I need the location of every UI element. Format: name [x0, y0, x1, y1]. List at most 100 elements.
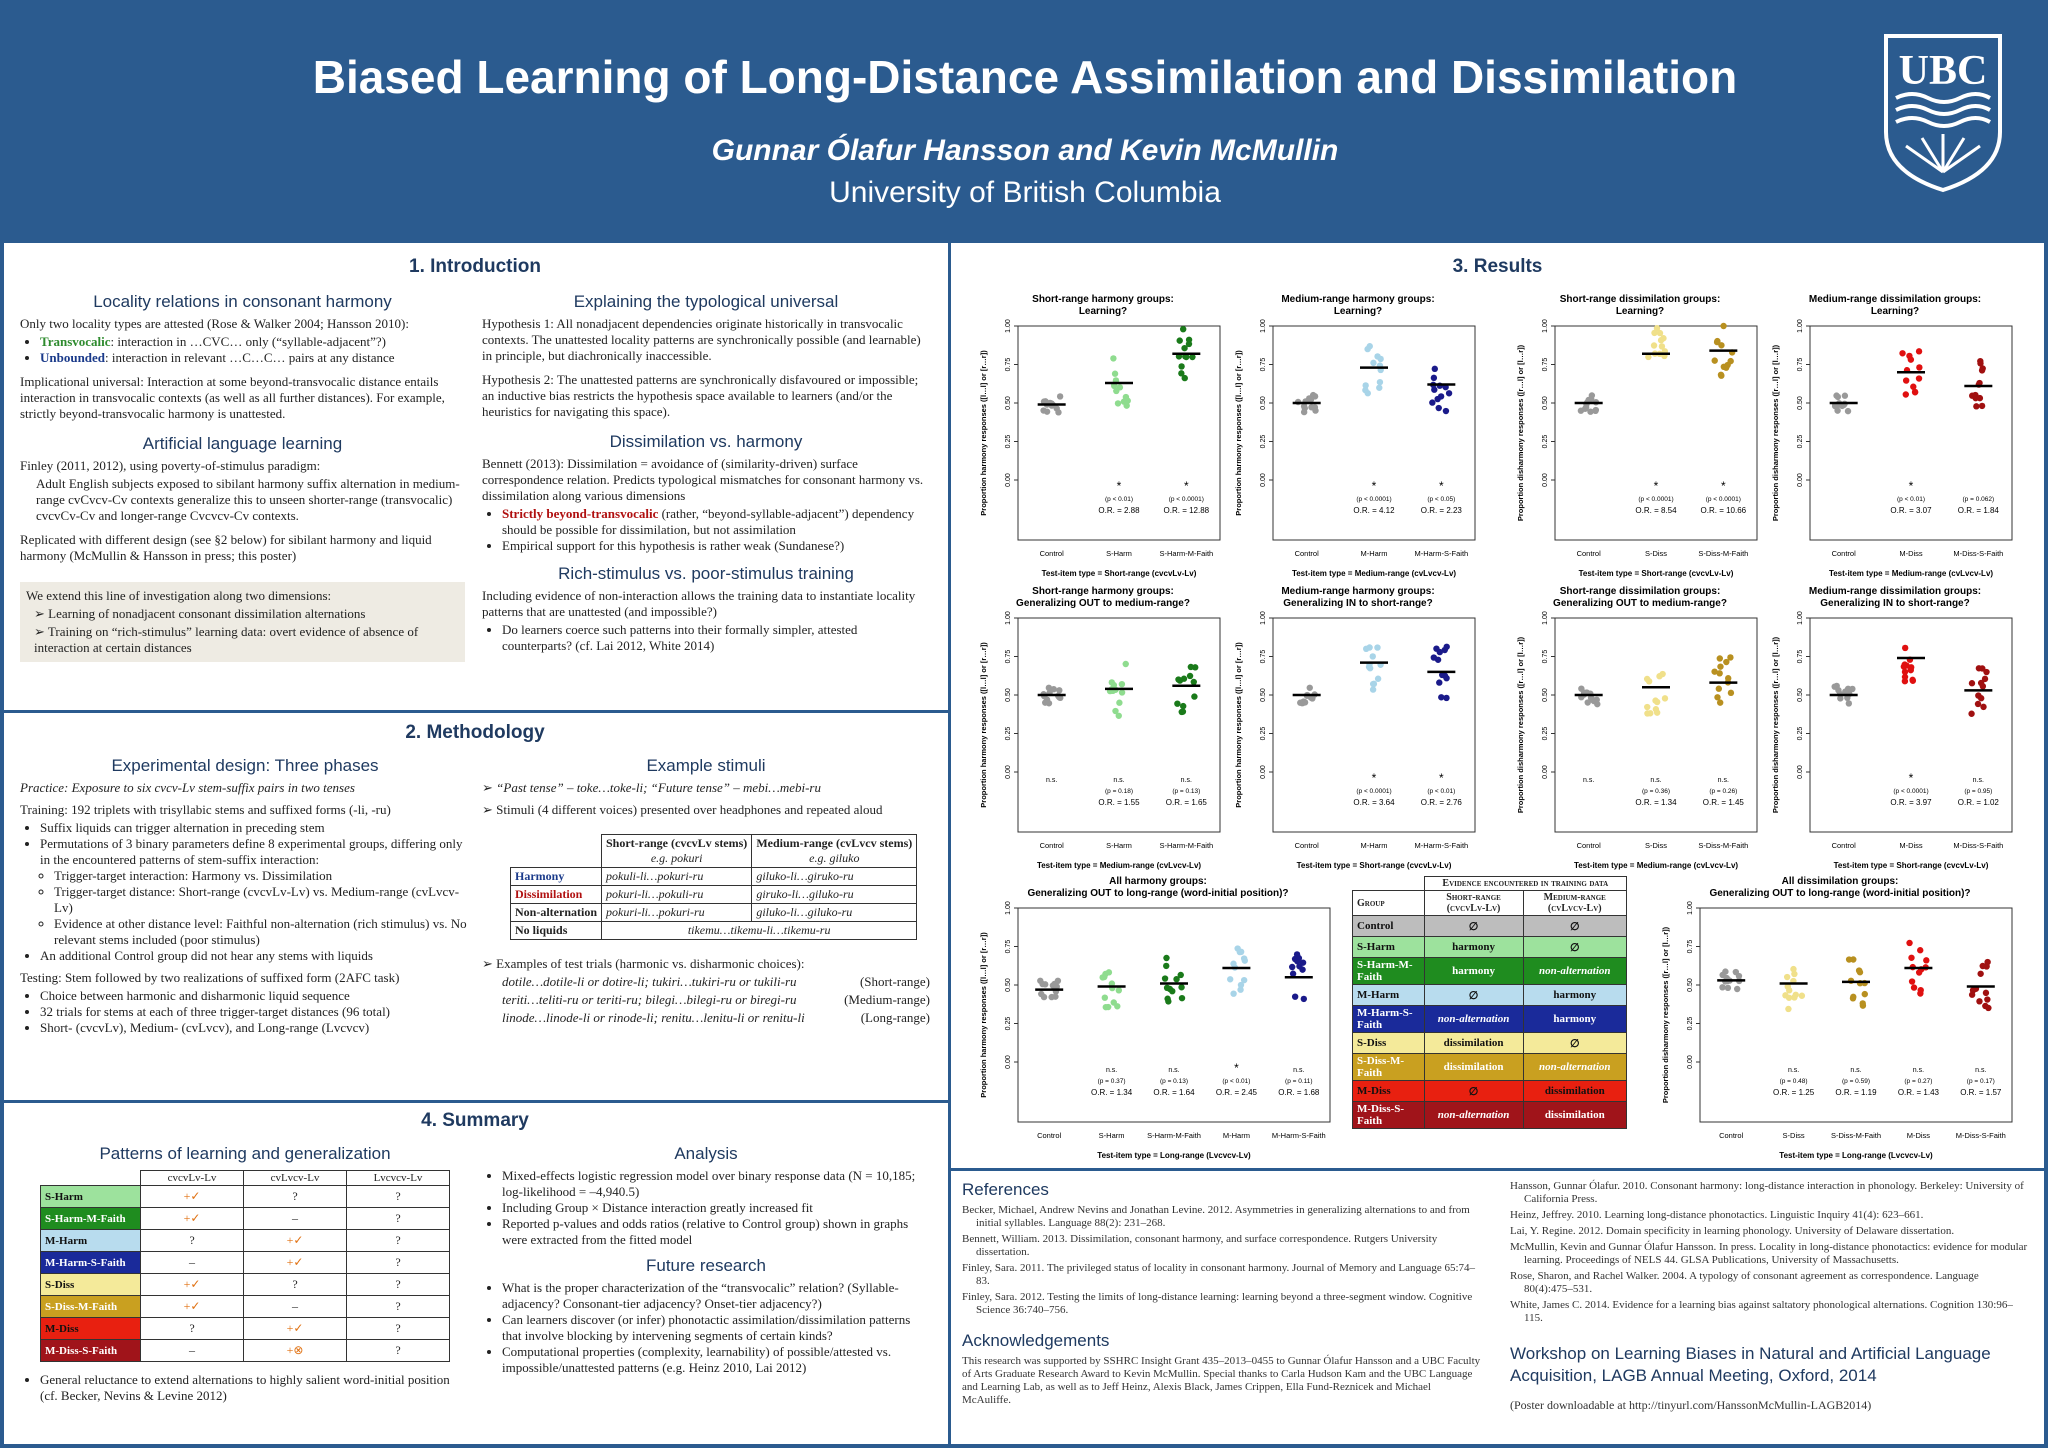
data-point	[1377, 355, 1384, 363]
data-point	[1056, 393, 1064, 400]
data-point	[1980, 703, 1987, 711]
poster-affiliation: University of British Columbia	[829, 176, 1221, 209]
significance-label: *	[1184, 479, 1189, 493]
data-point	[1293, 951, 1301, 958]
data-point	[1105, 969, 1113, 976]
x-tick-label: Control	[1040, 549, 1065, 558]
section-heading: 1. Introduction	[409, 256, 541, 277]
summary-cell: –	[140, 1251, 244, 1274]
table-cell: M-Harm-S-Faith	[1352, 1005, 1425, 1033]
significance-label: *	[1234, 1061, 1239, 1075]
p-value-label: (p < 0.0001)	[1706, 496, 1741, 503]
list-item: Mixed-effects logistic regression model …	[502, 1168, 930, 1200]
odds-ratio-label: O.R. = 1.43	[1898, 1088, 1940, 1097]
data-point	[1968, 991, 1976, 998]
plot-frame	[1809, 325, 2013, 541]
data-point	[1909, 677, 1917, 684]
odds-ratio-label: O.R. = 4.12	[1353, 506, 1395, 515]
y-tick-label: 0.50	[1260, 688, 1267, 702]
x-axis-label: Test-item type = Long-range (Lvcvcv-Lv)	[1779, 1151, 1933, 1160]
data-point	[1430, 374, 1438, 382]
y-tick-label: 0.75	[1260, 358, 1267, 372]
y-tick-label: 0.50	[1005, 688, 1012, 702]
data-point	[1833, 392, 1840, 399]
table-cell: ∅	[1423, 1080, 1524, 1102]
table-row: M-Diss-S-Faith non-alternation dissimilati…	[1352, 1101, 1628, 1129]
table-header: Short-range (cvcvLv stems) e.g. pokuri	[600, 834, 753, 868]
data-point	[1108, 980, 1116, 987]
table-cell: non-alternation	[1423, 1101, 1524, 1129]
table-row: S-Harm harmony ∅	[1352, 936, 1628, 958]
data-point	[1974, 700, 1982, 708]
summary-cell: ?	[346, 1251, 450, 1274]
list-item: ➢ Training on “rich-stimulus” learning d…	[34, 624, 419, 655]
reference-entry: White, James C. 2014. Evidence for a lea…	[1510, 1299, 2013, 1324]
data-point	[1900, 663, 1908, 670]
data-point	[1714, 337, 1721, 345]
references-list: Becker, Michael, Andrew Nevins and Jonat…	[962, 1204, 1482, 1317]
paragraph: Adult English subjects exposed to sibila…	[36, 476, 460, 523]
y-tick-label: 0.25	[1687, 1017, 1694, 1031]
x-tick-label: S-Diss	[1645, 841, 1667, 850]
table-header: Short-range (cvcvLv-Lv)	[1423, 890, 1524, 916]
frame-left	[0, 243, 4, 1448]
y-tick-label: 0.75	[1260, 650, 1267, 664]
odds-ratio-label: O.R. = 2.45	[1216, 1088, 1258, 1097]
data-point	[1376, 378, 1384, 386]
data-point	[1901, 644, 1909, 652]
table-cell: non-alternation	[1423, 1005, 1524, 1033]
chart: Short-range harmony groups:Generalizing …	[979, 586, 1221, 870]
x-tick-label: M-Harm	[1223, 1131, 1250, 1140]
list-item: What is the proper characterization of t…	[502, 1280, 930, 1312]
x-tick-label: Control	[1295, 549, 1320, 558]
data-point	[1174, 700, 1181, 707]
data-point	[1187, 663, 1195, 671]
chart: Medium-range dissimilation groups:Learni…	[1771, 294, 2013, 578]
table-row: Non-alternation pokuri-li…pokuri-ru giluko…	[510, 903, 918, 922]
x-tick-label: S-Harm-M-Faith	[1159, 549, 1213, 558]
table-row: No liquids tikemu…tikemu-li…tikemu-ru	[510, 921, 918, 940]
intro-right-col: Explaining the typological universal Hyp…	[482, 286, 930, 656]
paragraph: Replicated with different design (see §2…	[20, 532, 432, 563]
data-point	[1906, 939, 1913, 947]
chart-subtitle: Learning?	[1079, 306, 1127, 317]
data-point	[1984, 996, 1991, 1003]
summary-table: cvcvLv-Lv cvLvcv-Lv Lvcvcv-Lv S-Harm +✓??…	[40, 1170, 450, 1362]
list-item: Short- (cvcvLv), Medium- (cvLvcv), and L…	[40, 1020, 470, 1036]
list-item: Do learners coerce such patterns into th…	[502, 622, 930, 654]
data-point	[1644, 710, 1651, 717]
data-point	[1053, 405, 1060, 412]
data-point	[1051, 980, 1058, 988]
data-point	[1657, 337, 1665, 344]
list-item: Reported p-values and odds ratios (relat…	[502, 1216, 930, 1248]
summary-cell: +✓	[243, 1317, 347, 1340]
section-heading: 2. Methodology	[405, 722, 545, 743]
summary-cell: +✓	[140, 1207, 244, 1230]
data-point	[1589, 696, 1596, 704]
data-point	[1717, 663, 1724, 670]
y-tick-label: 1.00	[1797, 319, 1804, 333]
data-point	[1441, 646, 1448, 654]
acknowledgements-text: This research was supported by SSHRC Ins…	[962, 1355, 1481, 1406]
group-label: S-Harm-M-Faith	[40, 1207, 141, 1230]
data-point	[1240, 955, 1248, 962]
data-point	[1362, 386, 1369, 394]
y-tick-label: 0.00	[1687, 1055, 1694, 1069]
chart: All dissimilation groups:Generalizing OU…	[1661, 876, 2013, 1160]
data-point	[1861, 990, 1868, 998]
paragraph: Finley (2011, 2012), using poverty-of-st…	[20, 458, 321, 473]
data-point	[1042, 398, 1049, 405]
data-point	[1651, 329, 1658, 337]
list-item: Choice between harmonic and disharmonic …	[40, 988, 470, 1004]
data-point	[1431, 365, 1438, 373]
data-point	[1291, 993, 1299, 1000]
paragraph: Testing: Stem followed by two realizatio…	[20, 970, 400, 985]
summary-section: 4. Summary Patterns of learning and gene…	[20, 1110, 930, 1403]
x-tick-label: S-Harm-M-Faith	[1147, 1131, 1201, 1140]
data-point	[1798, 992, 1806, 999]
y-tick-label: 0.25	[1797, 727, 1804, 741]
data-point	[1711, 357, 1718, 364]
data-point	[1102, 1003, 1110, 1011]
y-tick-label: 0.00	[1542, 473, 1549, 487]
table-row: S-Harm +✓??	[40, 1185, 450, 1208]
